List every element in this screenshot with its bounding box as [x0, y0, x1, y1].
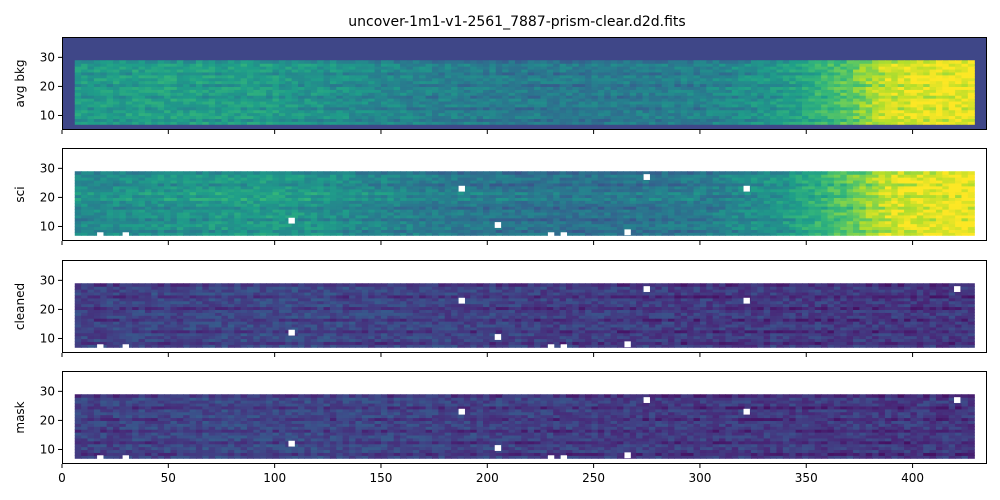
panel-mask: 10 20 30 mask 0 50 100 150 200 250 300 350 400 [13, 371, 987, 485]
y-tick-label: 10 [40, 442, 55, 456]
y-tick-label: 20 [40, 302, 55, 316]
panel-avg-bkg: 10 20 30 avg bkg [13, 37, 987, 134]
masked-pixel [560, 232, 568, 239]
masked-pixel [643, 174, 650, 180]
masked-pixel [560, 455, 568, 462]
masked-pixel [547, 344, 555, 351]
x-tick-label: 200 [476, 471, 499, 485]
masked-pixel [122, 232, 129, 239]
y-tick-label: 10 [40, 108, 55, 122]
masked-pixel [288, 217, 295, 224]
y-tick-label: 10 [40, 219, 55, 233]
masked-pixel [494, 445, 502, 451]
masked-pixel [547, 232, 555, 239]
masked-pixel [494, 334, 502, 340]
y-tick-label: 30 [40, 273, 55, 287]
x-tick-label: 250 [582, 471, 605, 485]
masked-pixel [288, 440, 295, 447]
y-axis-label: avg bkg [13, 59, 27, 107]
masked-pixel [643, 286, 650, 292]
y-tick-label: 30 [40, 50, 55, 64]
x-tick-label: 0 [58, 471, 66, 485]
masked-pixel [97, 344, 104, 351]
masked-pixel [97, 455, 104, 462]
x-tick-label: 50 [161, 471, 176, 485]
y-axis-label: sci [13, 186, 27, 202]
y-tick-label: 20 [40, 79, 55, 93]
masked-pixel [494, 222, 502, 228]
axes-frame [62, 260, 987, 353]
masked-pixel [547, 455, 555, 462]
panel-cleaned: 10 20 30 cleaned [13, 260, 987, 357]
masked-pixel [97, 232, 104, 239]
y-axis-label: cleaned [13, 283, 27, 330]
y-tick-label: 30 [40, 384, 55, 398]
masked-pixel [954, 397, 961, 403]
masked-pixel [743, 297, 750, 304]
masked-pixel [624, 341, 631, 348]
y-tick-label: 20 [40, 190, 55, 204]
masked-pixel [624, 229, 631, 236]
x-tick-label: 100 [263, 471, 286, 485]
heatmap-image [74, 394, 975, 462]
panel-sci: 10 20 30 sci [13, 148, 987, 245]
masked-pixel [643, 397, 650, 403]
masked-pixel [458, 408, 465, 415]
masked-pixel [743, 408, 750, 415]
masked-pixel [122, 344, 129, 351]
x-tick-label: 300 [688, 471, 711, 485]
x-tick-label: 350 [795, 471, 818, 485]
x-tick-label: 150 [370, 471, 393, 485]
heatmap-image [74, 171, 975, 239]
axes-frame [62, 371, 987, 464]
x-tick-label: 400 [901, 471, 924, 485]
y-tick-label: 20 [40, 413, 55, 427]
heatmap-image [74, 283, 975, 351]
masked-pixel [954, 286, 961, 292]
axes-frame [62, 37, 987, 130]
heatmap-image [74, 60, 975, 125]
y-axis-label: mask [13, 401, 27, 433]
masked-pixel [122, 455, 129, 462]
masked-pixel [624, 452, 631, 459]
axes-frame [62, 148, 987, 241]
masked-pixel [288, 329, 295, 336]
masked-pixel [458, 297, 465, 304]
y-tick-label: 30 [40, 161, 55, 175]
chart-title: uncover-1m1-v1-2561_7887-prism-clear.d2d… [348, 14, 685, 30]
y-tick-label: 10 [40, 331, 55, 345]
masked-pixel [458, 185, 465, 192]
masked-pixel [743, 185, 750, 192]
masked-pixel [560, 344, 568, 351]
